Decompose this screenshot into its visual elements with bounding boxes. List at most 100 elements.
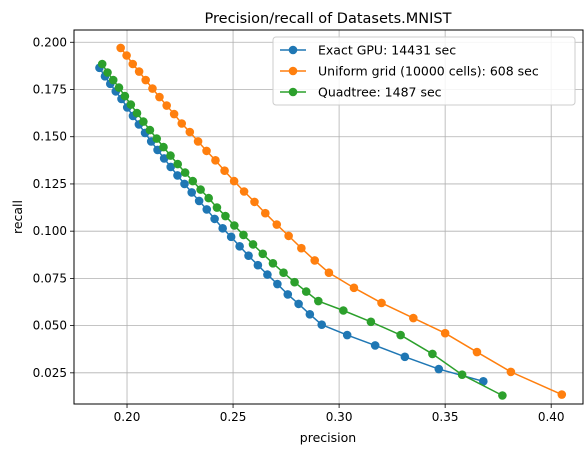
data-point — [194, 196, 204, 206]
data-point — [166, 162, 176, 172]
data-point — [120, 91, 130, 101]
data-point — [148, 84, 157, 93]
data-point — [258, 249, 268, 259]
data-point — [230, 221, 239, 230]
data-point — [457, 370, 467, 380]
data-point — [317, 320, 327, 329]
y-tick-label: 0.150 — [33, 130, 67, 144]
legend-label: Quadtree: 1487 sec — [318, 85, 442, 100]
data-point — [366, 317, 376, 327]
data-point — [211, 156, 220, 165]
legend: Exact GPU: 14431 sec Uniform grid (10000 … — [272, 36, 576, 106]
series-1 — [95, 63, 488, 386]
data-point — [409, 313, 418, 323]
y-axis-label: recall — [10, 200, 25, 234]
data-point — [283, 290, 293, 299]
data-point — [134, 67, 144, 76]
data-point — [250, 197, 259, 207]
data-point — [196, 185, 205, 194]
y-tick-label: 0.200 — [33, 35, 67, 49]
data-point — [268, 258, 278, 268]
data-point — [202, 205, 212, 214]
y-tick-label: 0.050 — [33, 319, 67, 333]
data-point — [116, 43, 125, 53]
data-point — [128, 59, 138, 69]
data-point — [103, 68, 112, 77]
y-tick-label: 0.100 — [33, 224, 67, 238]
data-point — [263, 270, 272, 279]
data-point — [126, 100, 136, 109]
legend-entry: Quadtree: 1487 sec — [280, 85, 442, 100]
data-point — [301, 287, 311, 296]
y-tick-label: 0.125 — [33, 177, 67, 191]
data-point — [310, 256, 320, 265]
y-tick-label: 0.075 — [33, 271, 67, 285]
data-point — [272, 220, 282, 229]
data-point — [229, 176, 239, 186]
data-point — [97, 59, 107, 69]
data-point — [440, 328, 450, 338]
legend-box — [272, 36, 576, 106]
data-point — [305, 309, 315, 319]
legend-label: Exact GPU: 14431 sec — [318, 43, 456, 58]
data-point — [221, 211, 230, 221]
data-point — [132, 108, 142, 118]
data-point — [284, 231, 293, 241]
data-point — [122, 51, 131, 60]
data-point — [498, 391, 507, 400]
data-point — [193, 137, 203, 146]
data-point — [188, 176, 198, 186]
data-point — [173, 171, 182, 180]
series-layer — [95, 43, 567, 400]
data-point — [557, 390, 567, 399]
data-point — [428, 349, 437, 359]
data-point — [472, 347, 482, 357]
data-point — [162, 101, 171, 110]
plot-frame — [73, 29, 584, 405]
data-point — [212, 203, 222, 212]
data-point — [177, 119, 187, 128]
data-point — [248, 240, 258, 249]
data-point — [279, 268, 288, 278]
data-point — [139, 117, 148, 126]
data-point — [108, 75, 118, 85]
data-point — [253, 260, 263, 270]
series-line — [98, 67, 484, 383]
data-point — [152, 134, 162, 143]
data-point — [218, 224, 227, 233]
data-point — [342, 330, 352, 340]
data-point — [297, 243, 306, 253]
legend-swatch-marker — [288, 87, 298, 97]
data-point — [235, 241, 244, 251]
axis-ticks: 0.20 0.25 0.30 0.35 0.40 0.025 0.050 0.075 0.100… — [33, 35, 565, 424]
x-tick-label: 0.40 — [538, 410, 565, 424]
data-point — [173, 159, 183, 169]
series-2 — [116, 43, 567, 399]
data-point — [294, 299, 303, 309]
data-point — [155, 92, 164, 102]
data-point — [244, 251, 253, 261]
data-point — [185, 127, 195, 137]
data-point — [239, 187, 249, 196]
data-point — [479, 377, 488, 386]
chart-title: Precision/recall of Datasets.MNIST — [205, 11, 452, 27]
data-point — [145, 125, 155, 135]
data-point — [434, 364, 444, 374]
y-tick-label: 0.175 — [33, 83, 67, 97]
data-point — [180, 168, 190, 177]
legend-entry: Uniform grid (10000 cells): 608 sec — [280, 64, 539, 79]
data-point — [141, 75, 150, 85]
legend-swatch-marker — [288, 66, 298, 76]
data-point — [187, 188, 197, 197]
data-point — [202, 146, 211, 156]
data-point — [166, 151, 175, 160]
x-tick-label: 0.25 — [220, 410, 247, 424]
data-point — [314, 296, 323, 306]
x-tick-label: 0.30 — [326, 410, 353, 424]
legend-entry: Exact GPU: 14431 sec — [280, 43, 456, 58]
data-point — [370, 341, 380, 350]
data-point — [339, 306, 348, 315]
series-line — [101, 63, 503, 397]
data-point — [180, 179, 189, 189]
